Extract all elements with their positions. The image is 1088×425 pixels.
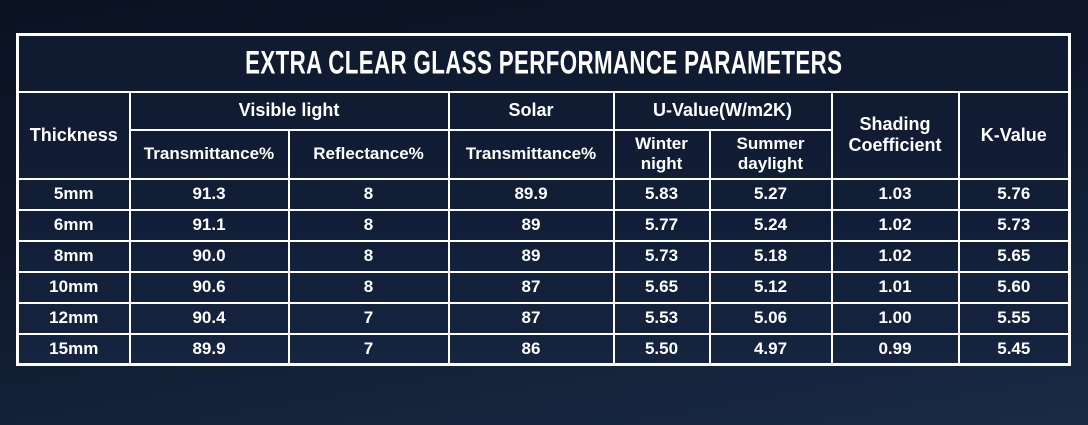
cell-summer-daylight: 4.97 <box>708 332 833 366</box>
cell-summer-daylight: 5.18 <box>708 239 833 273</box>
cell-solar-transmittance: 87 <box>447 301 615 335</box>
cell-shading-coefficient: 1.03 <box>830 177 960 211</box>
cell-thickness: 15mm <box>16 332 131 366</box>
cell-visible-transmittance: 91.3 <box>128 177 290 211</box>
cell-winter-night: 5.77 <box>612 208 711 242</box>
cell-shading-coefficient: 1.01 <box>830 270 960 304</box>
table-row: 10mm 90.6 8 87 5.65 5.12 1.01 5.60 <box>16 270 1071 304</box>
cell-winter-night: 5.50 <box>612 332 711 366</box>
table-row: 5mm 91.3 8 89.9 5.83 5.27 1.03 5.76 <box>16 177 1071 211</box>
table-row: 15mm 89.9 7 86 5.50 4.97 0.99 5.45 <box>16 332 1071 366</box>
cell-winter-night: 5.65 <box>612 270 711 304</box>
column-header-visible-reflectance: Reflectance% <box>287 128 450 180</box>
cell-solar-transmittance: 86 <box>447 332 615 366</box>
cell-winter-night: 5.83 <box>612 177 711 211</box>
cell-summer-daylight: 5.24 <box>708 208 833 242</box>
cell-k-value: 5.76 <box>957 177 1071 211</box>
cell-solar-transmittance: 89 <box>447 208 615 242</box>
column-group-u-value: U-Value(W/m2K) <box>612 90 833 131</box>
cell-visible-reflectance: 8 <box>287 270 450 304</box>
column-group-solar: Solar <box>447 90 615 131</box>
cell-solar-transmittance: 89.9 <box>447 177 615 211</box>
cell-winter-night: 5.53 <box>612 301 711 335</box>
column-group-visible-light: Visible light <box>128 90 450 131</box>
table-title-cell: EXTRA CLEAR GLASS PERFORMANCE PARAMETERS <box>16 33 1071 93</box>
table-title-row: EXTRA CLEAR GLASS PERFORMANCE PARAMETERS <box>16 33 1071 93</box>
cell-summer-daylight: 5.12 <box>708 270 833 304</box>
cell-visible-transmittance: 90.0 <box>128 239 290 273</box>
cell-summer-daylight: 5.27 <box>708 177 833 211</box>
cell-winter-night: 5.73 <box>612 239 711 273</box>
cell-visible-reflectance: 8 <box>287 177 450 211</box>
column-header-winter-night: Winter night <box>612 128 711 180</box>
cell-solar-transmittance: 87 <box>447 270 615 304</box>
column-header-summer-daylight: Summer daylight <box>708 128 833 180</box>
cell-k-value: 5.55 <box>957 301 1071 335</box>
cell-k-value: 5.65 <box>957 239 1071 273</box>
cell-visible-reflectance: 8 <box>287 208 450 242</box>
glass-performance-table: EXTRA CLEAR GLASS PERFORMANCE PARAMETERS… <box>16 33 1072 366</box>
cell-thickness: 12mm <box>16 301 131 335</box>
column-header-visible-transmittance: Transmittance% <box>128 128 290 180</box>
column-header-thickness: Thickness <box>16 90 131 180</box>
cell-k-value: 5.73 <box>957 208 1071 242</box>
cell-thickness: 5mm <box>16 177 131 211</box>
cell-thickness: 6mm <box>16 208 131 242</box>
cell-visible-reflectance: 7 <box>287 301 450 335</box>
cell-shading-coefficient: 1.02 <box>830 239 960 273</box>
header-group-row: Thickness Visible light Solar U-Value(W/… <box>16 90 1071 180</box>
cell-visible-transmittance: 89.9 <box>128 332 290 366</box>
page-title: EXTRA CLEAR GLASS PERFORMANCE PARAMETERS <box>244 44 843 81</box>
cell-k-value: 5.45 <box>957 332 1071 366</box>
cell-visible-transmittance: 91.1 <box>128 208 290 242</box>
cell-k-value: 5.60 <box>957 270 1071 304</box>
cell-shading-coefficient: 1.00 <box>830 301 960 335</box>
cell-visible-reflectance: 8 <box>287 239 450 273</box>
cell-visible-transmittance: 90.6 <box>128 270 290 304</box>
cell-thickness: 8mm <box>16 239 131 273</box>
table-row: 12mm 90.4 7 87 5.53 5.06 1.00 5.55 <box>16 301 1071 335</box>
column-header-solar-transmittance: Transmittance% <box>447 128 615 180</box>
cell-shading-coefficient: 0.99 <box>830 332 960 366</box>
cell-solar-transmittance: 89 <box>447 239 615 273</box>
table-row: 8mm 90.0 8 89 5.73 5.18 1.02 5.65 <box>16 239 1071 273</box>
table-row: 6mm 91.1 8 89 5.77 5.24 1.02 5.73 <box>16 208 1071 242</box>
cell-visible-transmittance: 90.4 <box>128 301 290 335</box>
cell-summer-daylight: 5.06 <box>708 301 833 335</box>
column-header-shading-coefficient: Shading Coefficient <box>830 90 960 180</box>
cell-thickness: 10mm <box>16 270 131 304</box>
column-header-k-value: K-Value <box>957 90 1071 180</box>
cell-visible-reflectance: 7 <box>287 332 450 366</box>
cell-shading-coefficient: 1.02 <box>830 208 960 242</box>
header-sub-row: Transmittance% Reflectance% Transmittanc… <box>18 128 1070 180</box>
